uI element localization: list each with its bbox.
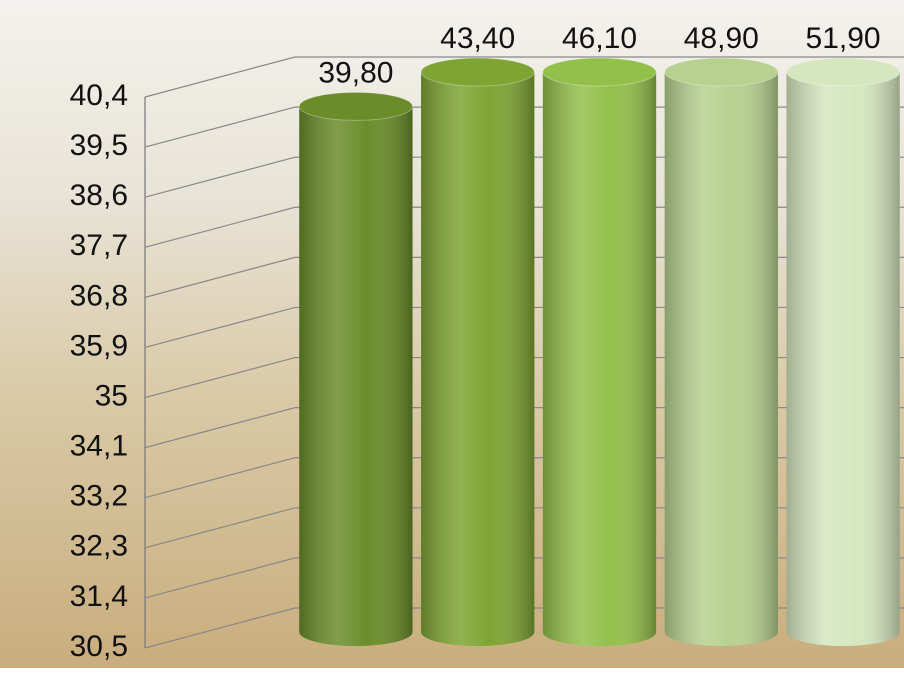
bar-cap bbox=[298, 91, 414, 121]
bar-shade bbox=[299, 106, 413, 647]
grid-line bbox=[144, 56, 904, 98]
bar-shade bbox=[542, 72, 657, 646]
bar-cap bbox=[785, 57, 901, 87]
value-label: 46,10 bbox=[562, 22, 637, 55]
y-tick-label: 40,4 bbox=[70, 79, 128, 112]
y-tick-label: 37,7 bbox=[70, 229, 128, 262]
y-tick-label: 39,5 bbox=[70, 129, 128, 162]
y-tick-label: 35,9 bbox=[70, 329, 128, 362]
grid: 30,5 31,4 32,3 33,2 34,1 35 35,9 36,8 37,7 38,6 39… bbox=[70, 56, 904, 663]
y-tick-label: 34,1 bbox=[70, 430, 128, 463]
bar-cap bbox=[542, 57, 657, 87]
y-tick-label: 38,6 bbox=[70, 179, 128, 212]
bar-cap bbox=[420, 57, 535, 87]
bar-cap bbox=[664, 57, 779, 87]
bar-shade bbox=[421, 72, 535, 646]
value-label: 39,80 bbox=[318, 56, 393, 89]
y-tick-label: 30,5 bbox=[70, 630, 128, 663]
y-tick-label: 31,4 bbox=[70, 580, 128, 613]
y-tick-label: 36,8 bbox=[70, 279, 128, 312]
y-tick-label: 33,2 bbox=[70, 480, 128, 513]
value-label: 48,90 bbox=[684, 22, 759, 55]
bars: 39,80 43,40 46,10 48,90 51,90 bbox=[298, 22, 901, 647]
bar-shade bbox=[664, 72, 778, 647]
bar-shade bbox=[786, 72, 900, 647]
value-label: 51,90 bbox=[806, 22, 881, 55]
value-label: 43,40 bbox=[440, 22, 515, 55]
y-tick-label: 35 bbox=[95, 379, 128, 412]
y-tick-label: 32,3 bbox=[70, 530, 128, 563]
